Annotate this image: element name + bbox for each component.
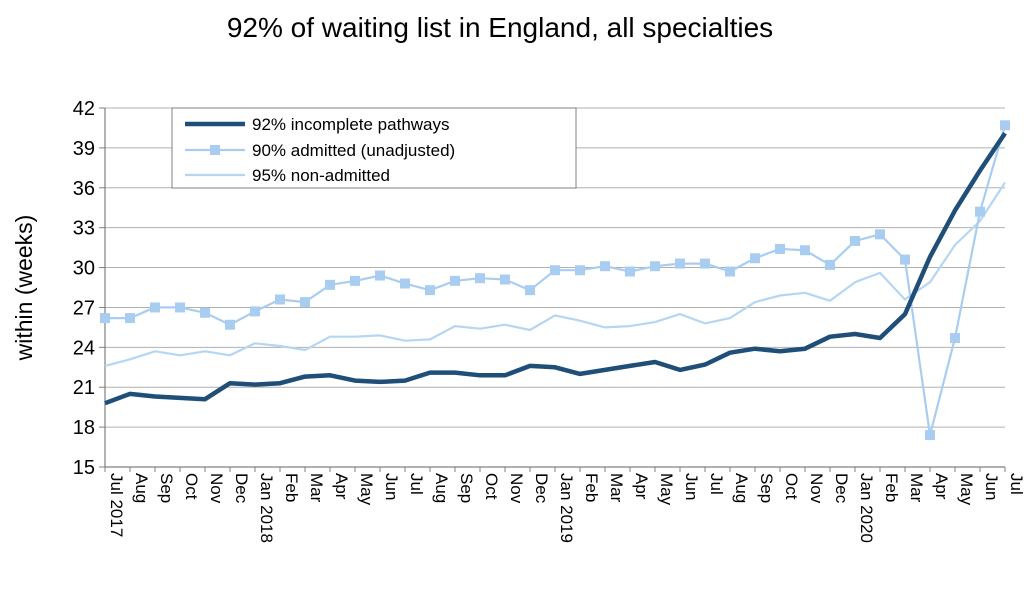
- x-tick-label: May: [957, 473, 976, 506]
- y-tick-label: 18: [73, 417, 95, 439]
- x-tick-label: Sep: [757, 473, 776, 503]
- x-tick-label: Jan 2018: [257, 473, 276, 543]
- x-tick-label: Jan 2020: [857, 473, 876, 543]
- x-tick-label: Sep: [457, 473, 476, 503]
- series-1-marker: [550, 265, 560, 276]
- y-tick-label: 42: [73, 98, 95, 120]
- series-1-marker: [875, 229, 885, 240]
- x-tick-label: Apr: [332, 473, 351, 500]
- x-tick-label: Aug: [432, 473, 451, 503]
- x-tick-label: May: [657, 473, 676, 506]
- series-1-marker: [475, 273, 485, 284]
- y-tick-label: 33: [73, 218, 95, 240]
- series-1-marker: [950, 333, 960, 344]
- series-1-marker: [175, 302, 185, 313]
- x-tick-label: Mar: [307, 473, 326, 503]
- x-tick-label: Jun: [682, 473, 701, 500]
- x-tick-label: Jul: [407, 473, 426, 495]
- x-tick-label: Jun: [982, 473, 1001, 500]
- series-lines: [100, 120, 1010, 441]
- x-tick-label: Apr: [932, 473, 951, 500]
- legend-label-1: 90% admitted (unadjusted): [252, 141, 455, 160]
- y-tick-label: 36: [73, 178, 95, 200]
- series-1-marker: [825, 259, 835, 270]
- y-tick-labels: 15 18 21 24 27 30 33 36 39 42: [73, 98, 95, 479]
- legend-label-0: 92% incomplete pathways: [252, 115, 450, 134]
- x-tick-label: Dec: [232, 473, 251, 504]
- x-tick-label: Aug: [732, 473, 751, 503]
- x-tick-label: Sep: [157, 473, 176, 503]
- series-1-marker: [600, 261, 610, 272]
- series-1-marker: [300, 297, 310, 308]
- y-tick-label: 39: [73, 138, 95, 160]
- series-1-marker: [625, 266, 635, 277]
- series-1-marker: [325, 279, 335, 290]
- y-tick-label: 24: [73, 337, 95, 359]
- series-1-marker: [900, 254, 910, 265]
- series-1-marker: [575, 265, 585, 276]
- series-1-marker: [850, 235, 860, 246]
- series-line-0: [104, 132, 1007, 406]
- x-tick-label: Apr: [632, 473, 651, 500]
- x-tick-label: Mar: [907, 473, 926, 503]
- x-tick-label: Jul 2017: [107, 473, 126, 537]
- series-1-marker: [925, 430, 935, 441]
- x-tick-label: Feb: [282, 473, 301, 502]
- series-1-marker: [775, 243, 785, 254]
- series-1-marker: [100, 313, 110, 324]
- y-tick-label: 27: [73, 297, 95, 319]
- series-1-marker: [150, 302, 160, 313]
- series-1-marker: [700, 258, 710, 269]
- series-1-marker: [725, 266, 735, 277]
- x-tick-label: May: [357, 473, 376, 506]
- x-tick-label: Nov: [207, 473, 226, 504]
- series-1-marker: [350, 275, 360, 286]
- series-1-marker: [450, 275, 460, 286]
- series-1-marker: [500, 274, 510, 285]
- series-1-marker: [425, 285, 435, 296]
- series-1-marker: [275, 294, 285, 305]
- series-1-marker: [1000, 120, 1010, 131]
- series-1-marker: [650, 261, 660, 272]
- legend-marker: [210, 145, 220, 155]
- x-tick-label: Oct: [482, 473, 501, 500]
- series-1-marker: [250, 306, 260, 317]
- series-1-marker: [750, 253, 760, 264]
- x-tick-label: Feb: [582, 473, 601, 502]
- x-tick-label: Nov: [807, 473, 826, 504]
- x-tick-label: Jul: [1007, 473, 1024, 495]
- series-1-marker: [800, 245, 810, 256]
- x-tick-label: Dec: [532, 473, 551, 504]
- y-tick-label: 15: [73, 457, 95, 479]
- y-axis-label: within (weeks): [11, 215, 37, 362]
- x-tick-label: Dec: [832, 473, 851, 504]
- legend-label-2: 95% non-admitted: [252, 166, 390, 185]
- series-1-marker: [125, 313, 135, 324]
- y-tick-label: 30: [73, 258, 95, 280]
- series-1-marker: [225, 319, 235, 330]
- x-tick-label: Nov: [507, 473, 526, 504]
- x-tick-label: Jan 2019: [557, 473, 576, 543]
- series-line-2: [104, 181, 1006, 367]
- x-tick-label: Oct: [782, 473, 801, 500]
- x-tick-label: Oct: [182, 473, 201, 500]
- chart-title: 92% of waiting list in England, all spec…: [226, 12, 774, 43]
- series-1-marker: [525, 285, 535, 296]
- x-tick-label: Jul: [707, 473, 726, 495]
- x-tick-label: Feb: [882, 473, 901, 502]
- x-tick-labels: Jul 2017 Aug Sep Oct Nov Dec Jan 2018 Feb Mar Apr…: [104, 467, 1024, 543]
- x-tick-label: Mar: [607, 473, 626, 503]
- series-1-marker: [400, 278, 410, 289]
- x-tick-label: Jun: [382, 473, 401, 500]
- series-1-marker: [375, 270, 385, 281]
- x-tick-label: Aug: [132, 473, 151, 503]
- legend: 92% incomplete pathways 90% admitted (una…: [171, 107, 577, 189]
- series-1-marker: [975, 206, 985, 217]
- series-1-marker: [675, 258, 685, 269]
- y-tick-label: 21: [73, 377, 95, 399]
- series-1-marker: [200, 307, 210, 318]
